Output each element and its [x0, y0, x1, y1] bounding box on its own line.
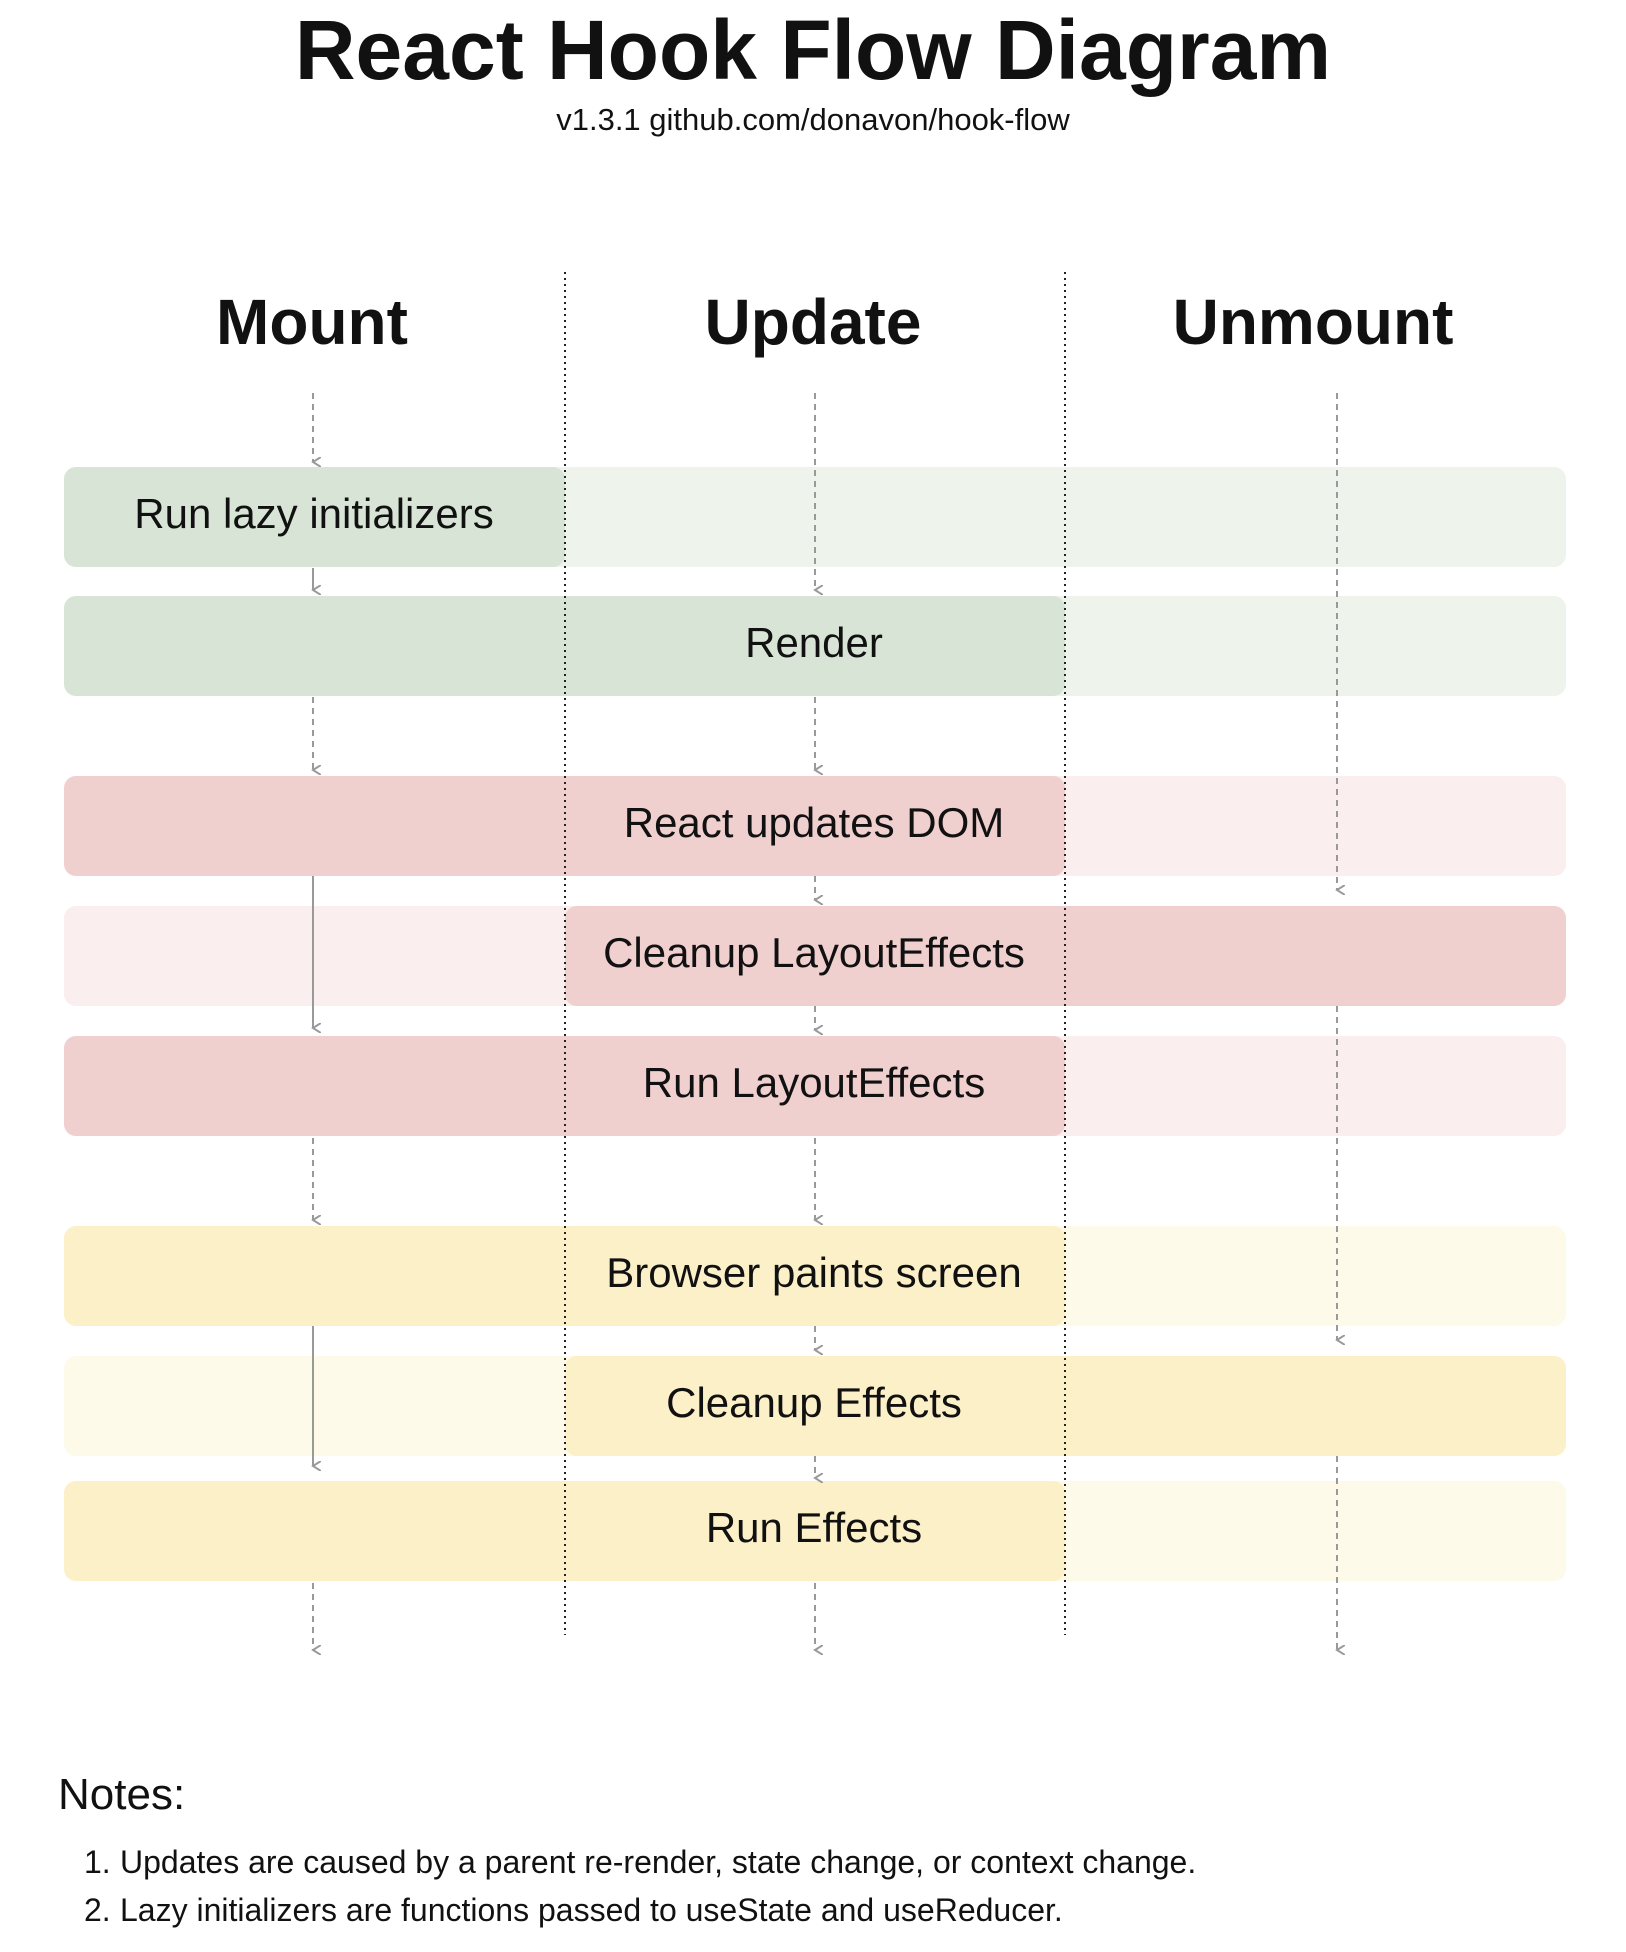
row-label-render: Render [745, 619, 883, 666]
diagram-subtitle: v1.3.1 github.com/donavon/hook-flow [556, 102, 1070, 137]
row-label-run-lazy-initializers: Run lazy initializers [134, 490, 494, 537]
row-label-run-effects: Run Effects [705, 1504, 923, 1551]
note-item: 2. Lazy initializers are functions passed… [84, 1886, 1196, 1934]
note-number: 2. [84, 1892, 111, 1928]
notes-list: 1. Updates are caused by a parent re-rend… [84, 1838, 1196, 1934]
row-label-cleanup-effects: Cleanup Effects [666, 1379, 962, 1426]
row-label-react-updates-dom: React updates DOM [623, 799, 1005, 846]
note-text: Updates are caused by a parent re-render… [120, 1844, 1197, 1880]
row-label-browser-paints-screen: Browser paints screen [606, 1249, 1022, 1296]
column-header-update: Update [704, 286, 922, 358]
row-label-cleanup-layout-effects: Cleanup LayoutEffects [603, 929, 1025, 976]
row-active-segment [64, 467, 565, 567]
note-text: Lazy initializers are functions passed t… [120, 1892, 1063, 1928]
column-header-unmount: Unmount [1172, 286, 1454, 358]
note-number: 1. [84, 1844, 111, 1880]
notes-title: Notes: [58, 1770, 186, 1819]
row-active-segment [64, 1036, 1065, 1136]
row-active-segment [64, 1481, 1065, 1581]
diagram-title: React Hook Flow Diagram [294, 3, 1332, 97]
note-item: 1. Updates are caused by a parent re-rend… [84, 1838, 1196, 1886]
row-label-run-layout-effects: Run LayoutEffects [642, 1059, 986, 1106]
column-header-mount: Mount [216, 286, 408, 358]
